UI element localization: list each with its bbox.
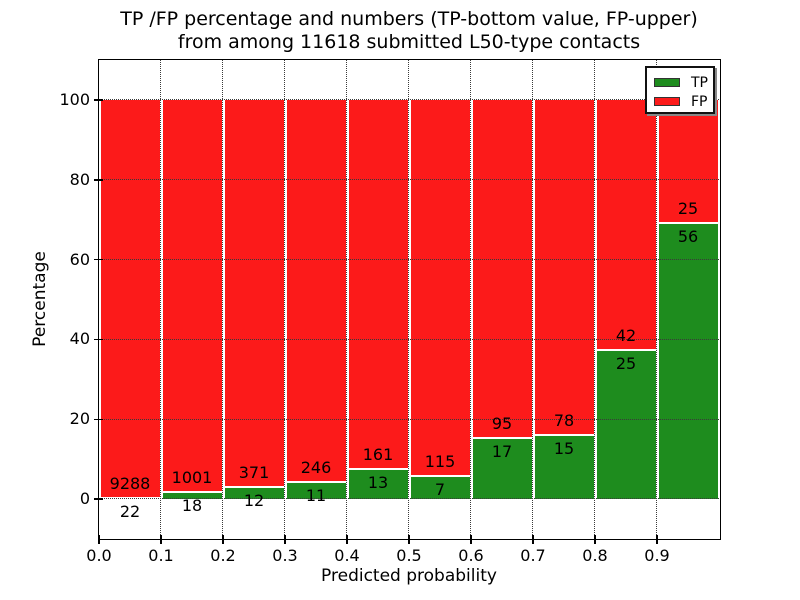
x-axis-label: Predicted probability xyxy=(321,566,497,586)
x-tick-mark xyxy=(470,534,472,544)
tp-count-label: 13 xyxy=(367,473,389,493)
x-tick-mark xyxy=(160,534,162,544)
bar-fp-segment xyxy=(472,99,532,438)
y-tick-label: 100 xyxy=(59,89,90,109)
gridline-vertical xyxy=(284,60,286,539)
bar-tp-segment xyxy=(410,477,470,500)
gridline-horizontal xyxy=(99,418,719,420)
gridline-vertical xyxy=(656,60,658,539)
tp-count-label: 11 xyxy=(305,485,327,505)
y-tick-label: 40 xyxy=(69,329,90,349)
fp-count-label: 25 xyxy=(677,199,699,219)
bar-tp-segment xyxy=(162,493,222,500)
gridline-vertical xyxy=(222,60,224,539)
y-tick-mark xyxy=(94,258,103,261)
gridline-vertical xyxy=(532,60,534,539)
x-tick-mark xyxy=(408,534,410,544)
tp-count-label: 25 xyxy=(615,354,637,374)
legend-swatch-fp xyxy=(654,97,680,106)
x-tick-mark xyxy=(98,534,100,544)
fp-count-label: 115 xyxy=(424,452,456,472)
fp-count-label: 42 xyxy=(615,326,637,346)
legend-label-fp: FP xyxy=(691,93,708,110)
gridline-horizontal xyxy=(99,179,719,180)
y-tick-mark xyxy=(94,99,103,101)
fp-count-label: 9288 xyxy=(109,474,151,494)
y-tick-label: 60 xyxy=(69,249,90,269)
x-tick-label: 0.0 xyxy=(86,546,112,565)
x-tick-label: 0.6 xyxy=(458,546,484,565)
gridline-horizontal xyxy=(99,498,719,500)
x-tick-label: 0.5 xyxy=(396,546,422,565)
tp-count-label: 18 xyxy=(181,496,203,516)
bar-fp-segment xyxy=(100,99,160,498)
fp-count-label: 371 xyxy=(238,462,270,482)
x-tick-mark xyxy=(532,534,534,544)
bar-fp-segment xyxy=(224,99,284,486)
tp-count-label: 22 xyxy=(119,502,141,522)
tp-count-label: 7 xyxy=(434,480,446,500)
fp-count-label: 1001 xyxy=(171,468,213,488)
fp-count-label: 246 xyxy=(300,457,332,477)
gridline-vertical xyxy=(346,60,348,539)
gridline-horizontal xyxy=(99,258,719,260)
x-tick-mark xyxy=(284,534,286,544)
legend-entry-tp: TP xyxy=(654,73,713,92)
bar-tp-segment xyxy=(534,435,594,500)
bar-fp-segment xyxy=(534,99,594,434)
bar-fp-segment xyxy=(162,99,222,492)
gridline-vertical xyxy=(594,60,596,539)
chart-title-line-1: TP /FP percentage and numbers (TP-bottom… xyxy=(120,8,698,30)
legend-entry-fp: FP xyxy=(654,92,713,111)
y-tick-label: 80 xyxy=(69,169,90,189)
legend-swatch-tp xyxy=(654,78,680,87)
bar-tp-segment xyxy=(596,351,656,500)
bar-fp-segment xyxy=(410,99,470,476)
x-tick-mark xyxy=(656,534,658,544)
gridline-horizontal xyxy=(99,99,719,101)
y-tick-mark xyxy=(94,179,103,181)
fp-count-label: 95 xyxy=(491,414,513,434)
bar-fp-segment xyxy=(286,99,346,481)
legend: TP FP xyxy=(645,66,715,114)
y-tick-mark xyxy=(94,498,103,500)
gridline-vertical xyxy=(160,60,162,539)
chart-title: TP /FP percentage and numbers (TP-bottom… xyxy=(120,8,698,54)
y-axis-label: Percentage xyxy=(30,251,50,347)
x-tick-mark xyxy=(346,534,348,544)
bar-fp-segment xyxy=(596,99,656,350)
gridline-horizontal xyxy=(99,338,719,340)
fp-count-label: 78 xyxy=(553,410,575,430)
tp-count-label: 15 xyxy=(553,438,575,458)
y-tick-label: 20 xyxy=(69,409,90,429)
tp-count-label: 12 xyxy=(243,490,265,510)
x-tick-label: 0.8 xyxy=(582,546,608,565)
bar-tp-segment xyxy=(286,482,346,500)
bar-fp-segment xyxy=(658,99,718,223)
legend-label-tp: TP xyxy=(691,74,708,91)
x-tick-label: 0.9 xyxy=(644,546,670,565)
bar-fp-segment xyxy=(348,99,408,469)
x-tick-mark xyxy=(222,534,224,544)
tp-count-label: 17 xyxy=(491,442,513,462)
y-tick-mark xyxy=(94,418,103,420)
gridline-vertical xyxy=(470,60,472,539)
bar-tp-segment xyxy=(348,470,408,500)
y-tick-mark xyxy=(94,338,103,341)
bar-tp-segment xyxy=(472,439,532,500)
bar-tp-segment xyxy=(658,224,718,500)
x-tick-label: 0.2 xyxy=(210,546,236,565)
chart-title-line-2: from among 11618 submitted L50-type cont… xyxy=(177,31,641,53)
y-tick-label: 0 xyxy=(79,489,90,509)
gridline-vertical xyxy=(408,60,410,539)
fp-count-label: 161 xyxy=(362,445,394,465)
x-tick-label: 0.3 xyxy=(272,546,298,565)
x-tick-label: 0.4 xyxy=(334,546,360,565)
x-tick-mark xyxy=(594,534,596,544)
x-tick-label: 0.7 xyxy=(520,546,546,565)
bar-tp-segment xyxy=(224,487,284,500)
x-tick-label: 0.1 xyxy=(148,546,174,565)
tp-count-label: 56 xyxy=(677,227,699,247)
